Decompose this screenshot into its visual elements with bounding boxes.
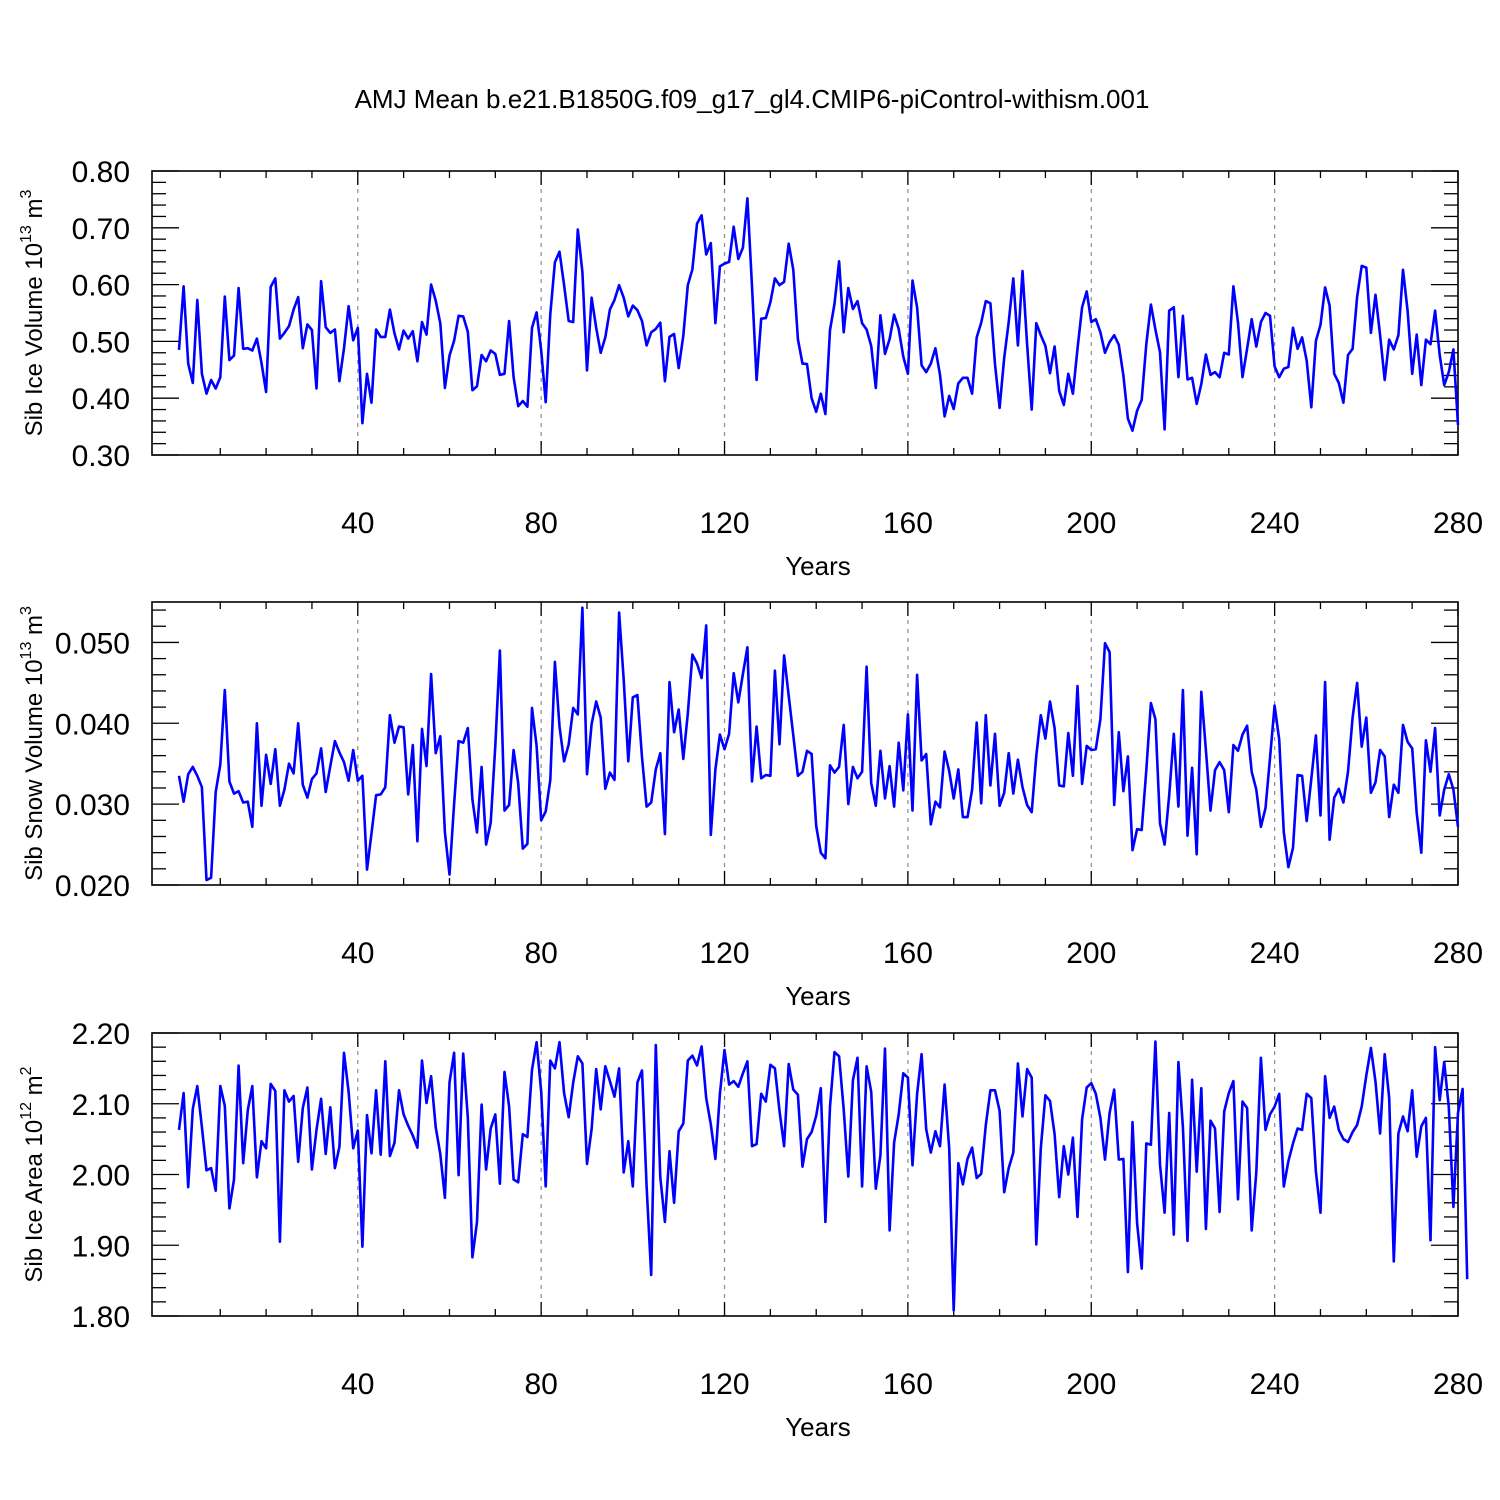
y-tick-label: 1.90 [72, 1230, 130, 1263]
x-axis-label: Years [785, 1412, 851, 1442]
x-tick-label: 280 [1433, 507, 1483, 540]
x-tick-label: 40 [341, 507, 374, 540]
y-tick-label: 0.30 [72, 440, 130, 473]
y-tick-label: 2.00 [72, 1160, 130, 1193]
x-axis-label: Years [785, 981, 851, 1011]
data-series-line [177, 197, 1460, 432]
y-tick-label: 0.020 [55, 870, 130, 903]
y-axis-label: Sib Ice Volume 1013 m3 [18, 189, 48, 436]
y-tick-label: 0.70 [72, 213, 130, 246]
y-tick-label: 2.10 [72, 1089, 130, 1122]
chart-panel-1: 40 80 120 160 200 240 280 0.30 0.40 0.50 0.60 0.70 0… [18, 156, 1483, 581]
x-tick-label: 40 [341, 937, 374, 970]
data-series-line [177, 1040, 1469, 1312]
plot-frame [151, 601, 1459, 886]
x-tick-label: 120 [699, 507, 749, 540]
x-tick-label: 80 [524, 507, 557, 540]
x-axis-label: Years [785, 551, 851, 581]
y-tick-label: 0.040 [55, 708, 130, 741]
x-tick-label: 80 [524, 1368, 557, 1401]
x-tick-label: 200 [1066, 507, 1116, 540]
x-tick-label: 280 [1433, 937, 1483, 970]
x-tick-label: 240 [1250, 937, 1300, 970]
y-tick-label: 0.40 [72, 383, 130, 416]
x-tick-label: 160 [883, 937, 933, 970]
y-axis-label: Sib Snow Volume 1013 m3 [18, 606, 48, 881]
y-tick-label: 2.20 [72, 1018, 130, 1051]
x-tick-label: 280 [1433, 1368, 1483, 1401]
x-tick-label: 160 [883, 507, 933, 540]
y-tick-label: 1.80 [72, 1301, 130, 1334]
x-tick-label: 80 [524, 937, 557, 970]
x-tick-label: 200 [1066, 937, 1116, 970]
x-tick-label: 120 [699, 1368, 749, 1401]
x-tick-label: 160 [883, 1368, 933, 1401]
y-tick-label: 0.030 [55, 789, 130, 822]
data-series-line [177, 606, 1460, 882]
x-tick-label: 120 [699, 937, 749, 970]
chart-title: AMJ Mean b.e21.B1850G.f09_g17_gl4.CMIP6-… [355, 84, 1150, 114]
chart-panel-2: 40 80 120 160 200 240 280 0.020 0.030 0.040 0.050 Y… [18, 601, 1483, 1011]
chart-panel-3: 40 80 120 160 200 240 280 1.80 1.90 2.00 2.10 2.20 Y… [18, 1018, 1483, 1442]
y-tick-label: 0.80 [72, 156, 130, 189]
x-tick-label: 200 [1066, 1368, 1116, 1401]
x-tick-label: 40 [341, 1368, 374, 1401]
x-tick-label: 240 [1250, 507, 1300, 540]
y-tick-label: 0.60 [72, 270, 130, 303]
y-tick-label: 0.050 [55, 627, 130, 660]
x-tick-label: 240 [1250, 1368, 1300, 1401]
plot-frame [151, 170, 1459, 456]
y-axis-label: Sib Ice Area 1012 m2 [18, 1066, 48, 1282]
y-tick-label: 0.50 [72, 326, 130, 359]
